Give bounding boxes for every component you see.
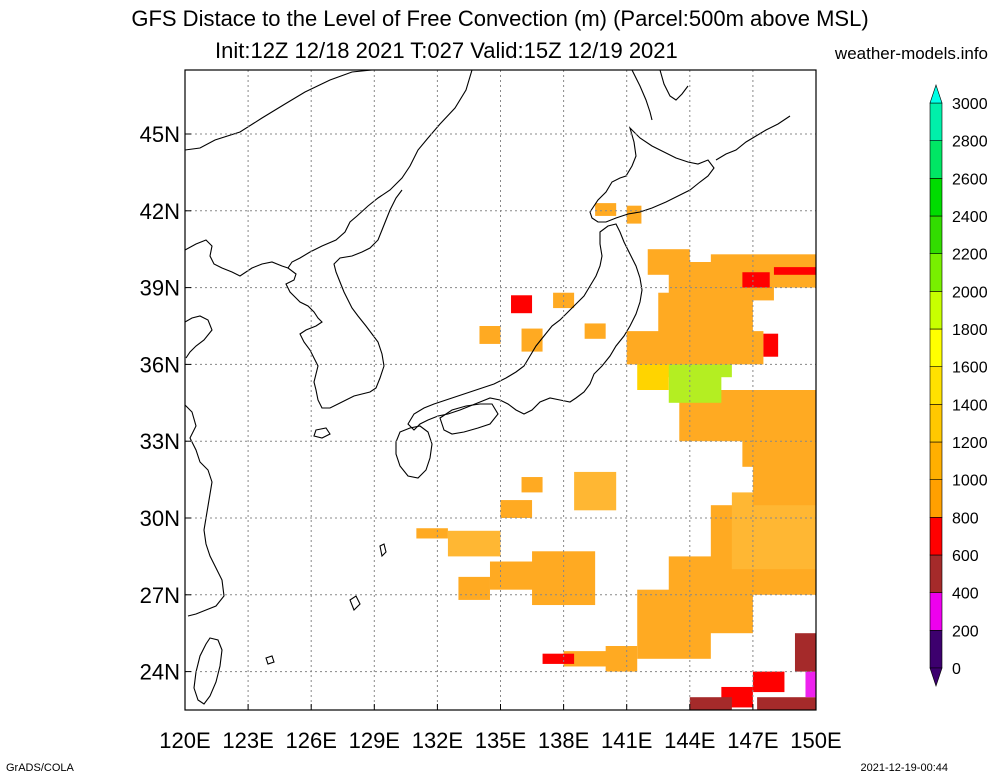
legend-top-arrow — [929, 84, 943, 104]
legend-swatch — [929, 479, 943, 518]
lat-label: 30N — [140, 506, 180, 531]
legend-label: 400 — [952, 586, 979, 603]
field-cell — [757, 697, 816, 710]
field-cell — [689, 697, 732, 710]
convection-field — [416, 203, 816, 710]
lat-label: 42N — [140, 199, 180, 224]
lat-label: 27N — [140, 583, 180, 608]
legend-swatch — [929, 291, 943, 330]
field-cell — [595, 203, 617, 216]
field-cell — [458, 576, 490, 600]
legend-label: 800 — [952, 510, 979, 527]
footer-timestamp: 2021-12-19-00:44 — [860, 762, 948, 774]
legend-swatch — [929, 328, 943, 367]
lon-label: 120E — [159, 728, 210, 753]
field-cell — [626, 205, 642, 224]
field-cell — [742, 272, 770, 288]
legend-swatch — [929, 630, 943, 669]
lat-label: 45N — [140, 122, 180, 147]
legend-swatch — [929, 178, 943, 217]
field-cell — [521, 477, 543, 493]
legend-label: 2000 — [952, 284, 988, 301]
lon-label: 126E — [286, 728, 337, 753]
legend-label: 1000 — [952, 473, 988, 490]
legend-swatch — [929, 404, 943, 443]
field-cell — [500, 500, 533, 518]
legend-bottom-arrow — [929, 667, 943, 687]
graticule — [184, 70, 817, 710]
lat-label: 33N — [140, 429, 180, 454]
legend-label: 200 — [952, 623, 979, 640]
longitude-labels: 120E 123E 126E 129E 132E 135E 138E 141E 144E 147E… — [159, 728, 841, 753]
field-cell — [794, 633, 816, 672]
field-cell — [416, 528, 448, 539]
map-subtitle: Init:12Z 12/18 2021 T:027 Valid:15Z 12/1… — [215, 38, 678, 63]
lat-label: 24N — [140, 660, 180, 685]
legend-label: 2600 — [952, 171, 988, 188]
legend-label: 1400 — [952, 397, 988, 414]
lon-label: 141E — [601, 728, 652, 753]
field-cell — [479, 326, 501, 344]
field-cell — [521, 328, 543, 352]
legend-swatch — [929, 554, 943, 593]
lon-label: 129E — [349, 728, 400, 753]
field-cell — [584, 323, 606, 339]
lat-label: 39N — [140, 276, 180, 301]
legend-label: 1200 — [952, 435, 988, 452]
legend-label: 1800 — [952, 322, 988, 339]
coastlines — [185, 70, 791, 705]
lon-label: 132E — [412, 728, 463, 753]
legend-label: 0 — [952, 661, 961, 678]
field-cell — [542, 653, 575, 664]
field-cell — [647, 249, 690, 275]
lon-label: 135E — [475, 728, 526, 753]
legend-label: 1600 — [952, 360, 988, 377]
field-cell — [574, 471, 617, 511]
legend-label: 2200 — [952, 247, 988, 264]
lat-label: 36N — [140, 352, 180, 377]
field-cell — [511, 295, 533, 314]
lon-label: 147E — [727, 728, 778, 753]
field-cell — [447, 530, 501, 557]
legend-swatch — [929, 253, 943, 292]
map-title: GFS Distace to the Level of Free Convect… — [131, 6, 869, 31]
legend-swatch — [929, 215, 943, 254]
plot-frame — [184, 69, 817, 711]
lon-label: 138E — [538, 728, 589, 753]
field-cell — [489, 561, 554, 590]
legend-swatch — [929, 140, 943, 179]
legend-label: 600 — [952, 548, 979, 565]
field-cell — [626, 331, 764, 365]
site-label: weather-models.info — [834, 44, 988, 63]
footer-software: GrADS/COLA — [6, 762, 74, 774]
lon-label: 144E — [664, 728, 715, 753]
legend-swatch — [929, 592, 943, 631]
field-cell — [763, 333, 779, 357]
lon-label: 150E — [790, 728, 841, 753]
legend-swatch — [929, 366, 943, 405]
field-cell — [805, 658, 816, 698]
lon-label: 123E — [222, 728, 273, 753]
legend-label: 3000 — [952, 96, 988, 113]
latitude-labels: 24N 27N 30N 33N 36N 39N 42N 45N — [140, 122, 180, 685]
field-cell — [710, 390, 816, 416]
legend-swatch — [929, 102, 943, 141]
field-cell — [773, 267, 816, 275]
color-legend: 0 200 400 600 800 1000 1200 1400 1600 1800 2000 220… — [929, 84, 988, 687]
legend-label: 2800 — [952, 134, 988, 151]
field-cell — [752, 671, 785, 693]
legend-swatch — [929, 441, 943, 480]
field-cell — [563, 651, 617, 667]
field-cell — [668, 364, 722, 403]
legend-swatch — [929, 517, 943, 556]
legend-label: 2400 — [952, 209, 988, 226]
